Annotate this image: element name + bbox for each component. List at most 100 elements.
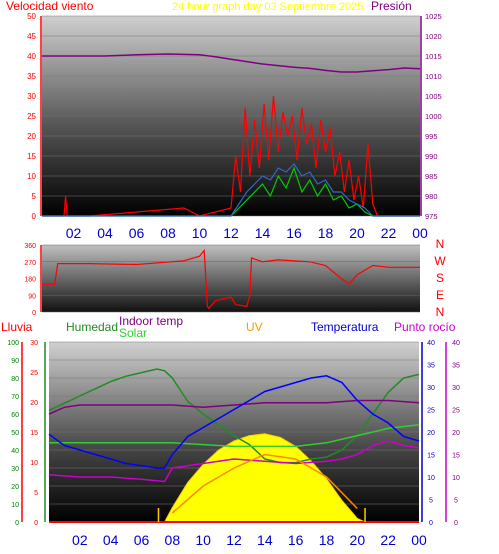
compass-letter: E [436,288,444,302]
humedad-tick-label: 0 [34,520,38,527]
lluvia-tick-label: 100 [7,340,19,347]
x-tick-label: 14 [255,225,271,241]
x-tick-label: 02 [72,532,88,548]
x-tick-label: 20 [349,225,365,241]
punto-rocio-tick-label: 40 [452,340,460,347]
series-uv [163,433,366,523]
lluvia-tick-label: 60 [11,412,19,419]
pressure-tick-label: 1015 [425,52,442,61]
lluvia-tick-label: 90 [11,358,19,365]
pressure-axis-labels: 975 980 985 990 995 1000 1005 1010 1015 1020 1025 [420,12,442,221]
pressure-tick-label: 990 [425,152,438,161]
punto-rocio-tick-label: 0 [454,520,458,527]
pressure-tick-label: 985 [425,172,438,181]
punto-rocio-tick-label: 10 [452,475,460,482]
wind-tick-label: 40 [27,52,36,61]
pressure-title: Presión [371,0,412,13]
temperatura-tick-label: 5 [429,498,433,505]
series-direction [42,249,420,310]
x-tick-label: 04 [97,225,113,241]
wind-tick-label: 35 [27,72,36,81]
punto-rocio-tick-label: 25 [452,408,460,415]
wind-tick-label: 20 [27,132,36,141]
x-axis-labels-bottom: 02 04 06 08 10 12 14 16 18 20 22 00 [72,532,427,548]
humedad-label: Humedad [66,320,118,334]
x-tick-label: 16 [286,225,302,241]
wind-tick-label: 5 [32,192,37,201]
x-tick-label: 16 [288,532,304,548]
x-tick-label: 18 [319,532,335,548]
punto-rocio-tick-label: 15 [452,453,460,460]
temperatura-tick-label: 0 [429,520,433,527]
punto-rocio-label: Punto rocío [394,320,456,334]
series-presión [42,53,421,73]
temperatura-tick-label: 30 [427,385,435,392]
humedad-tick-label: 15 [30,430,38,437]
wind-tick-label: 25 [27,112,36,121]
series-humedad [48,368,420,464]
lluvia-label: Lluvia [1,320,33,334]
pressure-tick-label: 995 [425,132,438,141]
temperatura-tick-label: 40 [427,340,435,347]
series-indoor-temp [48,399,420,415]
pressure-tick-label: 1020 [425,32,442,41]
x-tick-label: 02 [66,225,82,241]
pressure-tick-label: 1010 [425,72,442,81]
x-tick-label: 00 [412,225,428,241]
x-tick-label: 06 [129,225,145,241]
direction-tick-label: 180 [24,277,36,284]
temperatura-tick-label: 10 [427,475,435,482]
x-tick-label: 00 [411,532,427,548]
pressure-tick-label: 980 [425,192,438,201]
lluvia-tick-label: 10 [11,502,19,509]
x-tick-label: 08 [165,532,181,548]
x-axis-labels-top: 02 04 06 08 10 12 14 16 18 20 22 00 [66,225,428,241]
punto-rocio-tick-label: 20 [452,430,460,437]
temp-axis-labels: 0102030405060708090100051015202530051015… [7,340,460,527]
indoor-temp-label: Indoor temp [119,314,183,328]
x-tick-label: 08 [160,225,176,241]
compass-letter: N [436,305,445,319]
series-solar [49,424,420,448]
wind-title: Velocidad viento [6,0,94,13]
lluvia-tick-label: 0 [15,520,19,527]
wind-tick-label: 10 [27,172,36,181]
lluvia-tick-label: 30 [11,466,19,473]
direction-tick-label: 270 [24,260,36,267]
uv-label: UV [246,320,263,334]
series-racha [42,166,420,217]
x-tick-label: 22 [381,225,397,241]
x-tick-label: 10 [192,225,208,241]
series-punto-roc-o [48,440,420,483]
direction-axis-labels: 0 90 180 270 360 [24,243,42,317]
x-tick-label: 20 [350,532,366,548]
lluvia-tick-label: 50 [11,430,19,437]
pressure-tick-label: 1005 [425,92,442,101]
punto-rocio-tick-label: 35 [452,363,460,370]
humedad-tick-label: 25 [30,370,38,377]
wind-tick-label: 0 [32,212,37,221]
temp-humidity-series [48,368,420,523]
punto-rocio-tick-label: 30 [452,385,460,392]
wind-tick-label: 15 [27,152,36,161]
wind-tick-label: 45 [27,32,36,41]
x-tick-label: 06 [134,532,150,548]
lluvia-tick-label: 80 [11,376,19,383]
wind-tick-label: 30 [27,92,36,101]
series-temperatura [48,375,420,469]
lluvia-tick-label: 20 [11,484,19,491]
direction-grid [42,244,420,313]
punto-rocio-tick-label: 5 [454,498,458,505]
lluvia-tick-label: 70 [11,394,19,401]
chart-title: 24 hour graph day 03 Septiembre 2025 [172,1,363,13]
x-tick-label: 12 [226,532,242,548]
humedad-tick-label: 5 [34,490,38,497]
pressure-tick-label: 1000 [425,112,442,121]
wind-tick-label: 50 [27,12,36,21]
humedad-tick-label: 30 [30,340,38,347]
series-viento-medio [42,163,420,217]
temperatura-tick-label: 15 [427,453,435,460]
humedad-tick-label: 10 [30,460,38,467]
solar-label: Solar [119,326,147,340]
